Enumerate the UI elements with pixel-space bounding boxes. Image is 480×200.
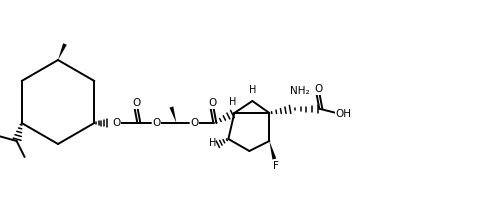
Text: H: H <box>249 85 256 95</box>
Text: H: H <box>209 138 216 148</box>
Text: OH: OH <box>336 109 351 119</box>
Text: F: F <box>274 161 279 171</box>
Text: O: O <box>152 118 160 128</box>
Text: NH₂: NH₂ <box>289 86 309 96</box>
Polygon shape <box>58 43 67 60</box>
Text: O: O <box>314 84 323 94</box>
Polygon shape <box>269 141 276 160</box>
Text: O: O <box>112 118 120 128</box>
Text: O: O <box>132 98 141 108</box>
Text: O: O <box>208 98 216 108</box>
Text: H: H <box>228 97 236 107</box>
Polygon shape <box>169 106 176 123</box>
Text: O: O <box>190 118 199 128</box>
